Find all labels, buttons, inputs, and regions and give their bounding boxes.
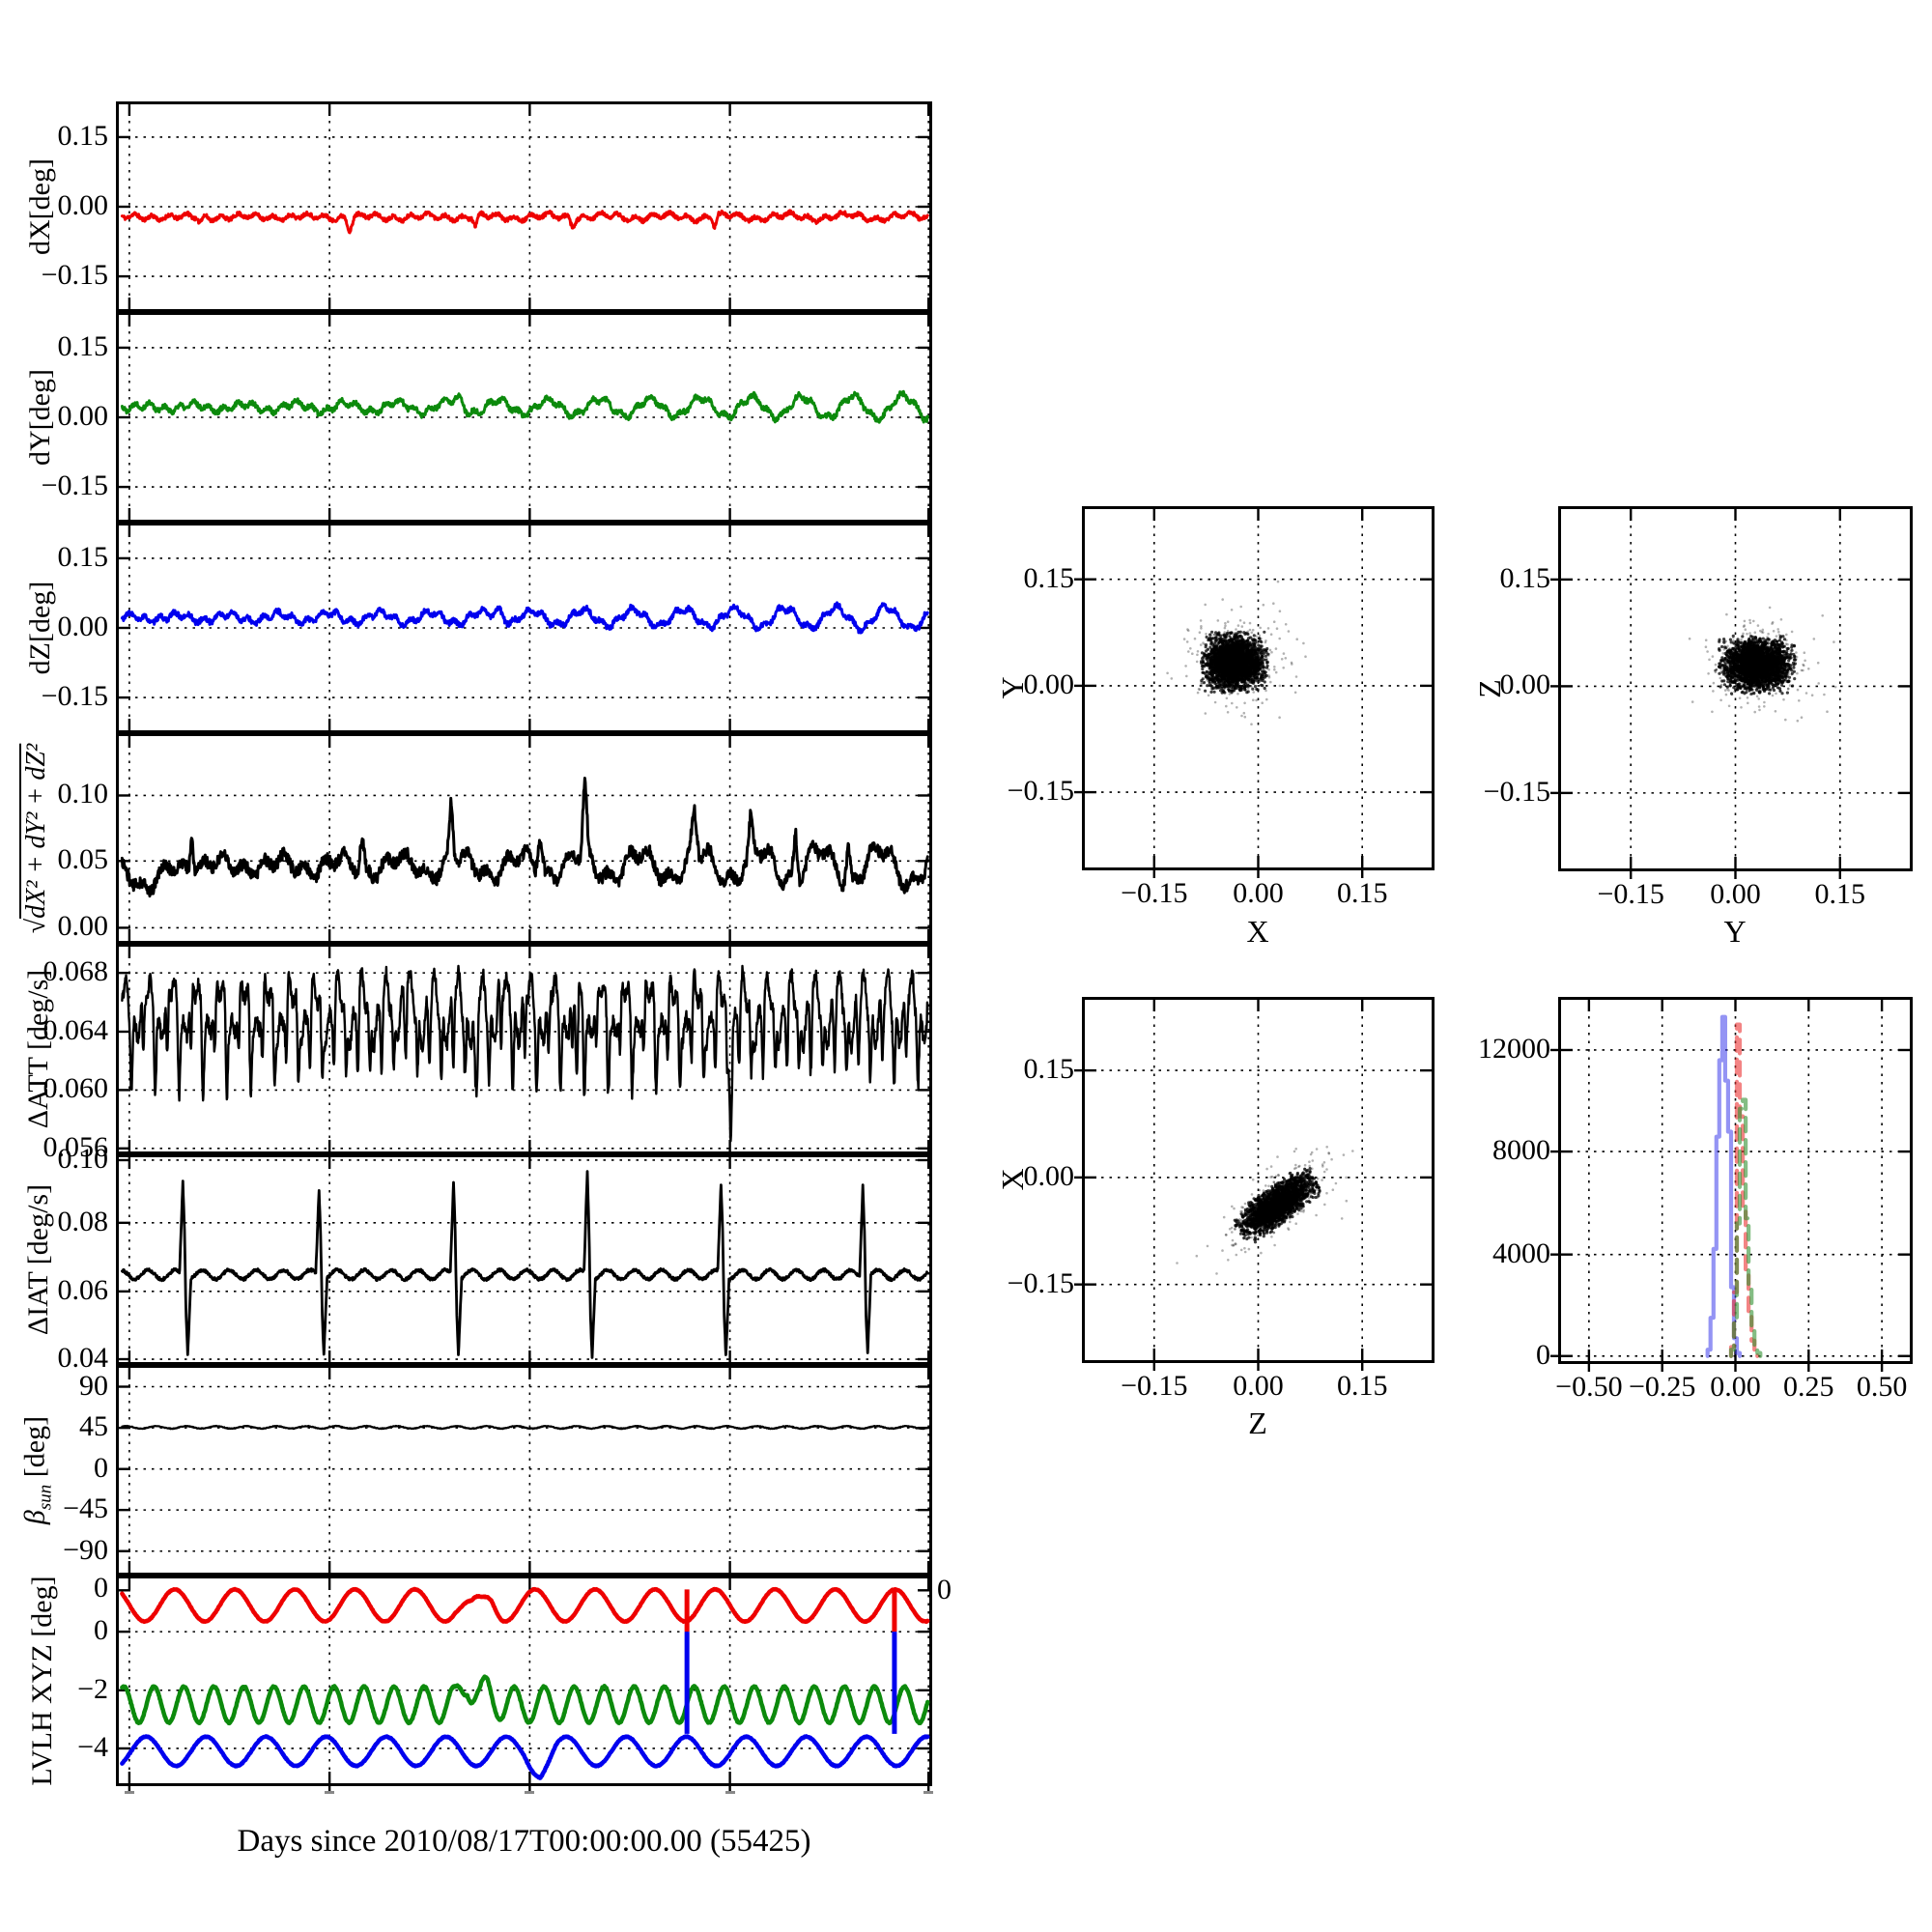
panel-dy-svg [119,315,930,520]
panel-att-svg [119,947,930,1151]
y-tick-label: 0 [94,1614,108,1647]
micro-tick-label [124,1791,134,1794]
lvlh-top-right-zero: 0 [937,1574,952,1605]
xlabel-scatter-y2: Y [1723,914,1747,949]
y-tick-label: 0.00 [57,910,109,943]
y-tick-label: 0.068 [43,955,109,988]
y-tick-label: 0 [1536,1338,1550,1371]
lvlh-top-left-zero: 0 [94,1572,108,1604]
y-tick-label: 0.00 [1023,668,1075,700]
y-tick-label: 0.15 [57,119,109,152]
y-tick-label: 0.00 [1023,1159,1075,1192]
y-tick-label: 0.15 [57,329,109,362]
panel-iat-svg [119,1157,930,1362]
ylabel-magnitude: √dX² + dY² + dZ² [21,743,51,934]
x-tick-label: −0.15 [1121,877,1188,909]
y-tick-label: 4000 [1492,1236,1550,1269]
panel-mag [116,733,932,944]
x-tick-label: 0.00 [1710,1371,1761,1403]
x-tick-label: 0.00 [1233,1370,1284,1402]
y-tick-label: 90 [79,1369,108,1402]
panel-yx-svg [1074,509,1432,878]
y-tick-label: 0.06 [57,1273,109,1306]
panel-zy-svg [1550,509,1910,879]
x-tick-label: 0.25 [1783,1371,1834,1403]
y-tick-label: −0.15 [1007,1266,1074,1299]
micro-tick-label [525,1791,535,1794]
y-tick-label: −4 [77,1730,108,1763]
y-tick-label: 0.08 [57,1205,109,1237]
panel-xz-svg [1074,1000,1432,1371]
panel-dx-svg [119,104,930,309]
y-tick-label: −45 [63,1492,108,1525]
x-tick-label: 0.50 [1856,1371,1908,1403]
y-tick-label: 0.15 [57,540,109,573]
micro-tick-label [724,1791,735,1794]
y-tick-label: −90 [63,1533,108,1566]
panel-beta-svg [119,1368,930,1573]
y-tick-label: −0.15 [1007,775,1074,808]
x-tick-label: −0.50 [1555,1371,1623,1403]
x-tick-label: 0.00 [1233,877,1284,909]
panel-yx [1074,506,1435,878]
y-tick-label: 0 [94,1451,108,1484]
panel-mag-svg [119,736,930,941]
y-tick-label: 0.04 [57,1342,109,1375]
panel-lvlh [116,1576,932,1794]
y-tick-label: 0.00 [57,611,109,642]
y-tick-label: 8000 [1492,1134,1550,1167]
y-tick-label: 0.15 [1023,1053,1075,1086]
x-tick-label: 0.15 [1814,878,1866,910]
micro-tick-label [325,1791,335,1794]
panel-xz [1074,997,1435,1371]
y-tick-label: 0.00 [1499,668,1551,701]
panel-dx [116,101,932,312]
y-tick-label: 0.10 [57,1142,109,1175]
y-tick-label: 45 [79,1410,108,1443]
panel-hist-svg [1550,1000,1910,1372]
y-tick-label: 0.00 [57,189,109,221]
panel-dz-svg [119,526,930,730]
x-tick-label: 0.15 [1336,877,1388,909]
y-tick-label: −0.15 [41,680,108,713]
panel-dy [116,312,932,523]
y-tick-label: −0.15 [1483,775,1550,808]
y-tick-label: 0.056 [43,1130,109,1163]
x-tick-label: −0.15 [1121,1370,1188,1402]
x-tick-label: 0.15 [1336,1370,1388,1402]
panel-beta [116,1365,932,1576]
panel-dz [116,523,932,733]
xlabel-scatter-z2: Z [1248,1406,1267,1440]
x-tick-label: −0.25 [1628,1371,1696,1403]
y-tick-label: 12000 [1478,1032,1550,1065]
y-tick-label: 0.10 [57,778,109,810]
xlabel-scatter-x: X [1246,914,1269,949]
micro-tick-label [923,1791,934,1794]
y-tick-label: 0.060 [43,1072,109,1105]
y-tick-label: −0.15 [41,469,108,502]
y-tick-label: 0.15 [1499,561,1551,594]
panel-att [116,944,932,1154]
x-tick-label: −0.15 [1597,878,1664,910]
panel-iat [116,1154,932,1365]
x-axis-label: Days since 2010/08/17T00:00:00.00 (55425… [237,1824,811,1859]
panel-lvlh-svg [119,1578,930,1794]
y-tick-label: −2 [77,1672,108,1705]
x-tick-label: 0.00 [1710,878,1761,910]
y-tick-label: 0.064 [43,1013,109,1046]
y-tick-label: 0.15 [1023,561,1075,594]
panel-hist [1550,997,1913,1372]
ylabel-att: ΔATT [deg/s] [22,969,54,1129]
y-tick-label: 0.00 [57,400,109,432]
panel-zy [1550,506,1913,879]
y-tick-label: 0.05 [57,843,109,876]
y-tick-label: −0.15 [41,259,108,292]
